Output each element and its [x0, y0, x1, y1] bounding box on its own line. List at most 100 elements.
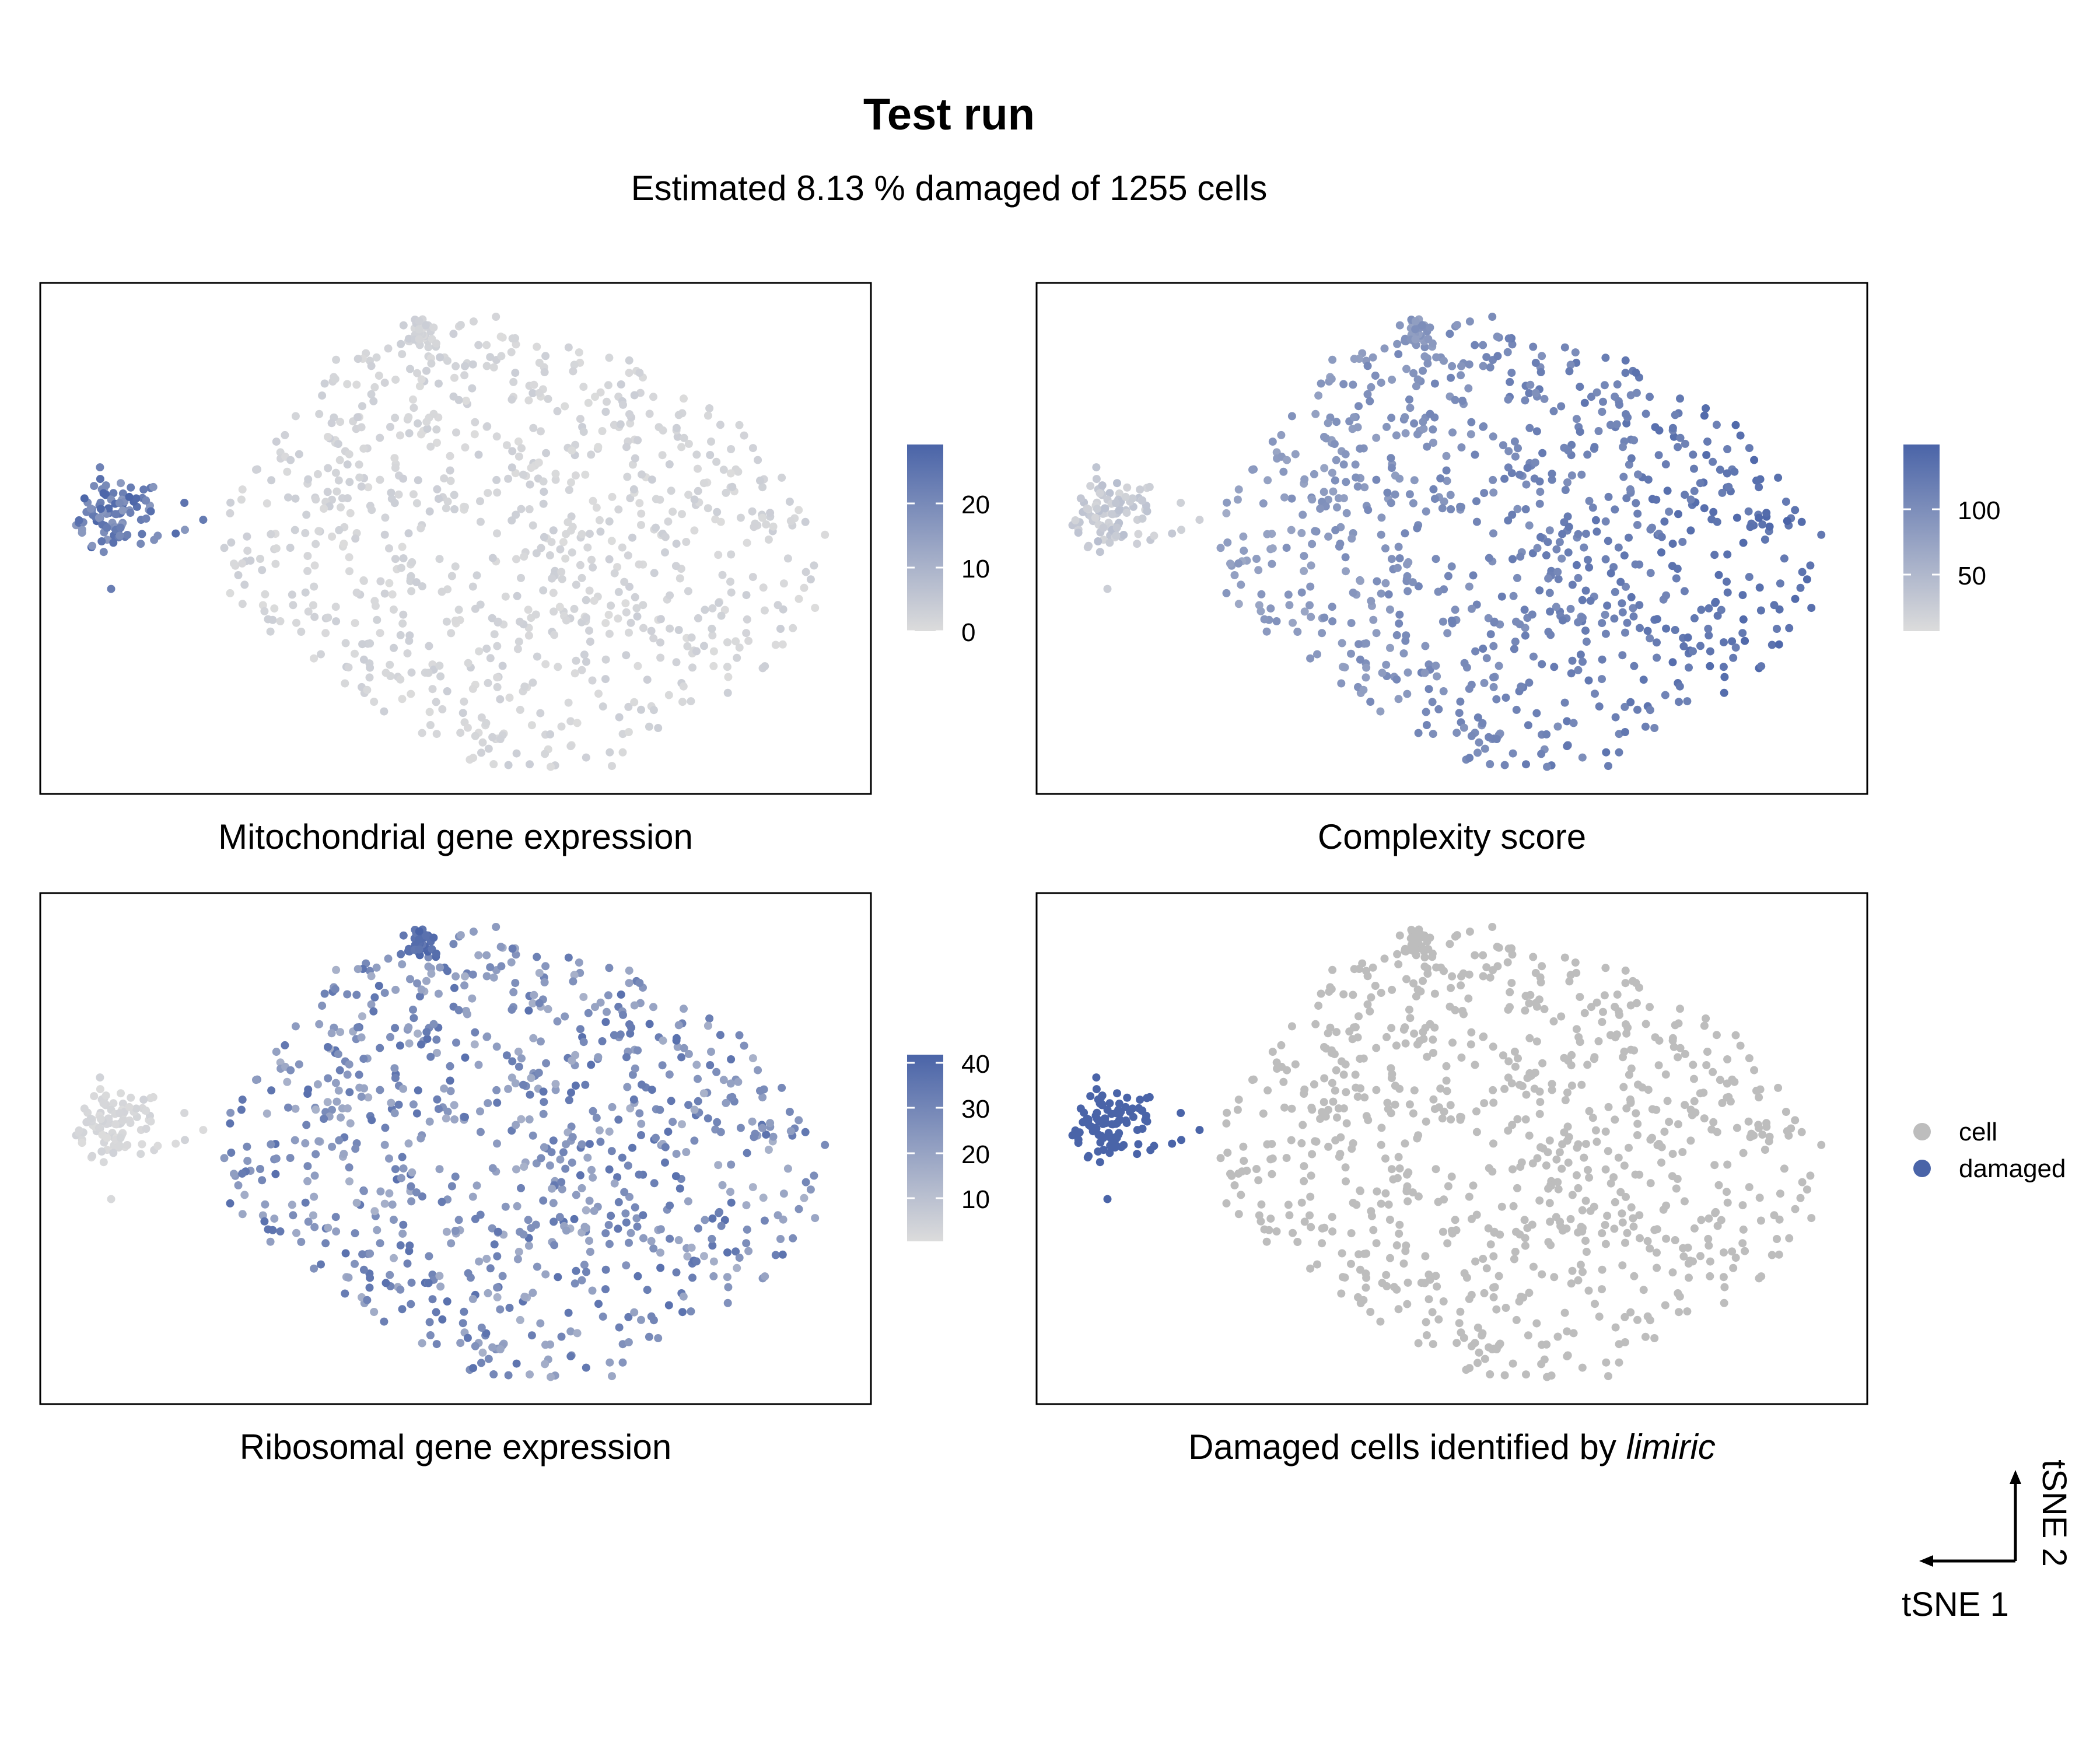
- cell-point: [1563, 1327, 1572, 1336]
- cell-point: [351, 619, 359, 628]
- cell-point: [568, 523, 577, 531]
- cell-point: [1604, 1147, 1612, 1156]
- cell-point: [1394, 695, 1403, 704]
- cell-point: [459, 709, 467, 718]
- cell-point: [610, 421, 618, 429]
- cell-point: [1578, 596, 1587, 604]
- cell-point: [425, 1117, 434, 1126]
- cell-point: [1329, 487, 1338, 496]
- cell-point: [1644, 475, 1653, 484]
- cell-point: [1239, 1142, 1248, 1151]
- cell-point: [628, 460, 637, 469]
- cell-point: [1497, 592, 1506, 601]
- cell-point: [531, 1220, 540, 1229]
- cell-point: [1736, 431, 1745, 440]
- cell-point: [533, 1262, 541, 1271]
- cell-point: [549, 589, 558, 597]
- cell-point: [1591, 690, 1599, 698]
- cell-point: [1676, 1044, 1685, 1052]
- cell-point: [1447, 1172, 1456, 1181]
- cell-point: [610, 1031, 618, 1040]
- cell-point: [1756, 1216, 1765, 1225]
- cell-point: [415, 325, 424, 334]
- cell-point: [1340, 1273, 1349, 1282]
- cell-point: [1696, 479, 1704, 488]
- cell-point: [750, 1133, 758, 1142]
- cell-point: [1465, 970, 1474, 979]
- cell-point: [1601, 611, 1609, 619]
- cell-point: [771, 1251, 780, 1259]
- cell-point: [343, 990, 352, 999]
- cell-point: [1783, 517, 1791, 526]
- cell-point: [618, 543, 626, 552]
- cell-point: [334, 440, 342, 449]
- cell-point: [1234, 1096, 1243, 1104]
- cell-point: [1298, 510, 1307, 519]
- cell-point: [1796, 1194, 1805, 1202]
- cell-point: [774, 1211, 782, 1220]
- cell-point: [1471, 1060, 1479, 1069]
- cell-point: [659, 426, 667, 435]
- cell-point: [1465, 360, 1474, 369]
- cell-point: [1429, 1095, 1438, 1104]
- cell-point: [1272, 617, 1281, 625]
- cell-point: [116, 1133, 125, 1142]
- cell-point: [1741, 1247, 1749, 1255]
- cell-point: [1099, 523, 1108, 532]
- cell-point: [514, 1047, 523, 1056]
- cell-point: [1552, 545, 1561, 554]
- cell-point: [1387, 499, 1395, 508]
- cell-point: [1419, 1035, 1428, 1043]
- cell-point: [399, 474, 408, 483]
- cell-point: [1465, 1364, 1474, 1373]
- cell-point: [1490, 617, 1499, 626]
- cell-point: [742, 1201, 751, 1210]
- cell-point: [1566, 360, 1575, 369]
- cell-point: [364, 483, 373, 492]
- cell-point: [1765, 1132, 1774, 1141]
- cell-point: [426, 1052, 435, 1061]
- cell-point: [1531, 969, 1540, 977]
- cell-point: [1138, 514, 1147, 523]
- cell-point: [1436, 474, 1445, 483]
- legend-label-damaged: damaged: [1959, 1154, 2066, 1183]
- cell-point: [1347, 1229, 1356, 1238]
- cell-point: [416, 524, 425, 533]
- cell-point: [618, 1358, 627, 1367]
- cell-point: [138, 1140, 146, 1149]
- cell-point: [1442, 452, 1451, 460]
- cell-point: [1572, 1171, 1581, 1180]
- cell-point: [388, 590, 397, 598]
- cell-point: [385, 1154, 393, 1163]
- cell-point: [1619, 473, 1628, 481]
- cell-point: [1362, 1283, 1370, 1292]
- cell-point: [1564, 1056, 1573, 1065]
- cell-point: [1665, 508, 1674, 516]
- cell-point: [456, 321, 465, 330]
- cell-point: [801, 1128, 810, 1136]
- cell-point: [545, 1161, 554, 1170]
- cell-point: [281, 1041, 289, 1049]
- cell-point: [748, 444, 757, 453]
- cell-point: [432, 1340, 441, 1349]
- cell-point: [1560, 698, 1569, 707]
- cell-point: [359, 1186, 368, 1195]
- cell-point: [252, 1076, 260, 1084]
- cell-point: [1782, 498, 1790, 506]
- cell-point: [1372, 475, 1381, 484]
- cell-point: [596, 388, 605, 397]
- cell-point: [1545, 1199, 1554, 1208]
- cell-point: [1663, 1097, 1672, 1105]
- cell-point: [525, 505, 534, 513]
- cell-point: [1257, 590, 1266, 598]
- cell-point: [555, 1213, 564, 1222]
- cell-point: [776, 1235, 785, 1243]
- cell-point: [1337, 679, 1346, 688]
- cell-point: [687, 1243, 696, 1252]
- cell-point: [1306, 1192, 1315, 1201]
- cell-point: [708, 1234, 716, 1243]
- cell-point: [390, 454, 399, 463]
- cell-point: [226, 509, 235, 517]
- cell-point: [1298, 1121, 1307, 1129]
- cell-point: [1504, 1073, 1513, 1082]
